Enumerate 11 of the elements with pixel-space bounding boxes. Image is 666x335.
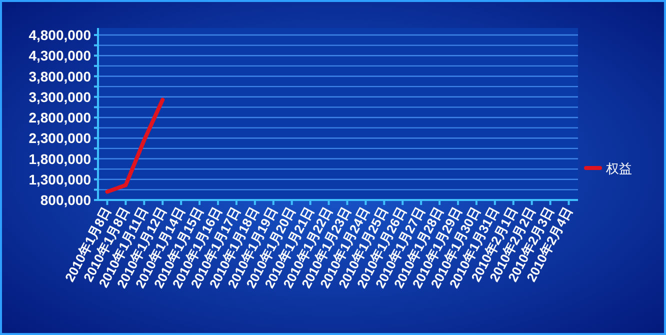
y-tick-label: 1,800,000 <box>28 150 92 167</box>
y-tick-label: 2,800,000 <box>28 110 92 126</box>
y-tick-label: 2,300,000 <box>28 130 92 146</box>
y-tick-label: 3,300,000 <box>28 88 92 105</box>
y-tick-label: 800,000 <box>40 192 92 208</box>
y-tick-label: 4,300,000 <box>28 48 92 64</box>
legend-label: 权益 <box>605 161 632 176</box>
line-series <box>105 98 165 194</box>
y-tick-label: 4,800,000 <box>28 27 92 43</box>
y-tick-label: 1,300,000 <box>28 171 92 188</box>
y-tick-label: 3,800,000 <box>28 68 92 84</box>
